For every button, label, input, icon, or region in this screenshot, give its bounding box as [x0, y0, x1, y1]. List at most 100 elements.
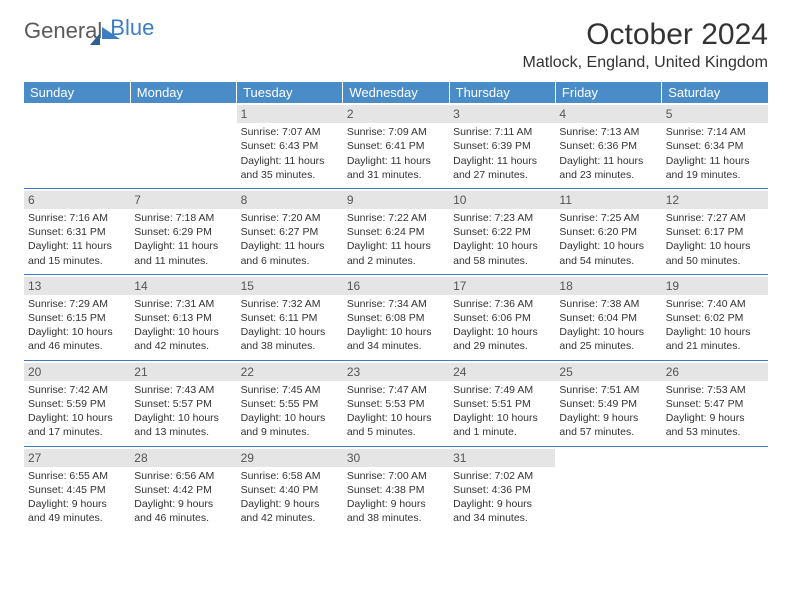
day-info: Sunrise: 6:56 AMSunset: 4:42 PMDaylight:…	[134, 469, 232, 526]
logo-triangle-icon-2	[90, 33, 100, 45]
daylight-text: Daylight: 9 hours and 53 minutes.	[666, 411, 764, 439]
calendar-day-cell: 31Sunrise: 7:02 AMSunset: 4:36 PMDayligh…	[449, 446, 555, 531]
calendar-day-cell: 30 Sunrise: 7:00 AMSunset: 4:38 PMDayligh…	[343, 446, 449, 531]
calendar-week-row: 27Sunrise: 6:55 AMSunset: 4:45 PMDayligh…	[24, 446, 768, 531]
day-info: Sunrise: 7:11 AMSunset: 6:39 PMDaylight:…	[453, 125, 551, 182]
sunset-text: Sunset: 4:42 PM	[134, 483, 232, 497]
calendar-day-cell: 18Sunrise: 7:38 AMSunset: 6:04 PMDayligh…	[555, 274, 661, 360]
sunrise-text: Sunrise: 7:42 AM	[28, 383, 126, 397]
calendar-week-row: 13Sunrise: 7:29 AMSunset: 6:15 PMDayligh…	[24, 274, 768, 360]
calendar-week-row: 1Sunrise: 7:07 AMSunset: 6:43 PMDaylight…	[24, 103, 768, 188]
day-info: Sunrise: 7:23 AMSunset: 6:22 PMDaylight:…	[453, 211, 551, 268]
calendar-day-cell: 11Sunrise: 7:25 AMSunset: 6:20 PMDayligh…	[555, 188, 661, 274]
sunrise-text: Sunrise: 7:36 AM	[453, 297, 551, 311]
calendar-day-cell: 14 Sunrise: 7:31 AMSunset: 6:13 PMDayligh…	[130, 274, 236, 360]
daylight-text: Daylight: 10 hours and 50 minutes.	[666, 239, 764, 267]
day-info: Sunrise: 7:22 AMSunset: 6:24 PMDaylight:…	[347, 211, 445, 268]
calendar-day-cell: 25Sunrise: 7:51 AMSunset: 5:49 PMDayligh…	[555, 360, 661, 446]
day-info: Sunrise: 7:00 AMSunset: 4:38 PMDaylight:…	[347, 469, 445, 526]
day-number: 28	[130, 449, 236, 467]
calendar-day-cell: 24Sunrise: 7:49 AMSunset: 5:51 PMDayligh…	[449, 360, 555, 446]
sunrise-text: Sunrise: 7:49 AM	[453, 383, 551, 397]
calendar-day-cell	[662, 446, 768, 531]
calendar-day-cell: 26Sunrise: 7:53 AMSunset: 5:47 PMDayligh…	[662, 360, 768, 446]
calendar-day-cell	[24, 103, 130, 188]
daylight-text: Daylight: 9 hours and 49 minutes.	[28, 497, 126, 525]
calendar-body: 1Sunrise: 7:07 AMSunset: 6:43 PMDaylight…	[24, 103, 768, 531]
day-header: Tuesday	[237, 82, 343, 103]
day-info: Sunrise: 7:42 AMSunset: 5:59 PMDaylight:…	[28, 383, 126, 440]
day-number: 2	[343, 105, 449, 123]
day-info: Sunrise: 7:14 AMSunset: 6:34 PMDaylight:…	[666, 125, 764, 182]
sunset-text: Sunset: 6:04 PM	[559, 311, 657, 325]
day-number: 4	[555, 105, 661, 123]
day-info: Sunrise: 7:20 AMSunset: 6:27 PMDaylight:…	[241, 211, 339, 268]
sunrise-text: Sunrise: 7:22 AM	[347, 211, 445, 225]
day-number: 6	[24, 191, 130, 209]
calendar-day-cell: 10 Sunrise: 7:23 AMSunset: 6:22 PMDayligh…	[449, 188, 555, 274]
day-number: 8	[237, 191, 343, 209]
daylight-text: Daylight: 9 hours and 46 minutes.	[134, 497, 232, 525]
day-info: Sunrise: 7:07 AMSunset: 6:43 PMDaylight:…	[241, 125, 339, 182]
sunrise-text: Sunrise: 7:34 AM	[347, 297, 445, 311]
day-info: Sunrise: 7:27 AMSunset: 6:17 PMDaylight:…	[666, 211, 764, 268]
calendar-day-cell: 1Sunrise: 7:07 AMSunset: 6:43 PMDaylight…	[237, 103, 343, 188]
sunset-text: Sunset: 4:36 PM	[453, 483, 551, 497]
sunset-text: Sunset: 5:59 PM	[28, 397, 126, 411]
sunrise-text: Sunrise: 7:43 AM	[134, 383, 232, 397]
calendar-day-cell: 20 Sunrise: 7:42 AMSunset: 5:59 PMDayligh…	[24, 360, 130, 446]
day-number: 12	[662, 191, 768, 209]
location: Matlock, England, United Kingdom	[523, 54, 768, 72]
daylight-text: Daylight: 11 hours and 6 minutes.	[241, 239, 339, 267]
sunset-text: Sunset: 5:51 PM	[453, 397, 551, 411]
day-info: Sunrise: 7:18 AMSunset: 6:29 PMDaylight:…	[134, 211, 232, 268]
daylight-text: Daylight: 11 hours and 23 minutes.	[559, 154, 657, 182]
sunrise-text: Sunrise: 7:16 AM	[28, 211, 126, 225]
sunrise-text: Sunrise: 7:25 AM	[559, 211, 657, 225]
day-number: 10	[449, 191, 555, 209]
daylight-text: Daylight: 10 hours and 29 minutes.	[453, 325, 551, 353]
sunset-text: Sunset: 6:06 PM	[453, 311, 551, 325]
day-number: 20	[24, 363, 130, 381]
sunset-text: Sunset: 4:40 PM	[241, 483, 339, 497]
day-number: 9	[343, 191, 449, 209]
day-info: Sunrise: 7:31 AMSunset: 6:13 PMDaylight:…	[134, 297, 232, 354]
calendar-day-cell: 17Sunrise: 7:36 AMSunset: 6:06 PMDayligh…	[449, 274, 555, 360]
daylight-text: Daylight: 11 hours and 11 minutes.	[134, 239, 232, 267]
logo-triangle-icon	[102, 27, 120, 39]
sunrise-text: Sunrise: 7:53 AM	[666, 383, 764, 397]
calendar-day-cell	[130, 103, 236, 188]
day-number: 19	[662, 277, 768, 295]
sunrise-text: Sunrise: 7:23 AM	[453, 211, 551, 225]
sunset-text: Sunset: 6:17 PM	[666, 225, 764, 239]
sunset-text: Sunset: 6:11 PM	[241, 311, 339, 325]
day-number: 3	[449, 105, 555, 123]
day-number: 30	[343, 449, 449, 467]
calendar-day-cell: 8 Sunrise: 7:20 AMSunset: 6:27 PMDaylight…	[237, 188, 343, 274]
day-info: Sunrise: 7:25 AMSunset: 6:20 PMDaylight:…	[559, 211, 657, 268]
day-header: Saturday	[662, 82, 768, 103]
calendar-week-row: 6Sunrise: 7:16 AMSunset: 6:31 PMDaylight…	[24, 188, 768, 274]
calendar-day-cell: 2Sunrise: 7:09 AMSunset: 6:41 PMDaylight…	[343, 103, 449, 188]
calendar-day-cell: 28 Sunrise: 6:56 AMSunset: 4:42 PMDayligh…	[130, 446, 236, 531]
day-number: 14	[130, 277, 236, 295]
sunrise-text: Sunrise: 7:11 AM	[453, 125, 551, 139]
sunset-text: Sunset: 5:53 PM	[347, 397, 445, 411]
page-header: General Blue October 2024 Matlock, Engla…	[24, 18, 768, 72]
daylight-text: Daylight: 11 hours and 27 minutes.	[453, 154, 551, 182]
daylight-text: Daylight: 10 hours and 25 minutes.	[559, 325, 657, 353]
sunrise-text: Sunrise: 7:51 AM	[559, 383, 657, 397]
daylight-text: Daylight: 10 hours and 46 minutes.	[28, 325, 126, 353]
sunset-text: Sunset: 6:36 PM	[559, 139, 657, 153]
sunset-text: Sunset: 6:34 PM	[666, 139, 764, 153]
daylight-text: Daylight: 9 hours and 34 minutes.	[453, 497, 551, 525]
sunrise-text: Sunrise: 7:09 AM	[347, 125, 445, 139]
daylight-text: Daylight: 10 hours and 34 minutes.	[347, 325, 445, 353]
calendar-day-cell: 6Sunrise: 7:16 AMSunset: 6:31 PMDaylight…	[24, 188, 130, 274]
calendar-day-cell: 15Sunrise: 7:32 AMSunset: 6:11 PMDayligh…	[237, 274, 343, 360]
sunset-text: Sunset: 6:22 PM	[453, 225, 551, 239]
day-number: 24	[449, 363, 555, 381]
sunrise-text: Sunrise: 6:56 AM	[134, 469, 232, 483]
sunrise-text: Sunrise: 7:47 AM	[347, 383, 445, 397]
calendar-week-row: 20Sunrise: 7:42 AMSunset: 5:59 PMDayligh…	[24, 360, 768, 446]
